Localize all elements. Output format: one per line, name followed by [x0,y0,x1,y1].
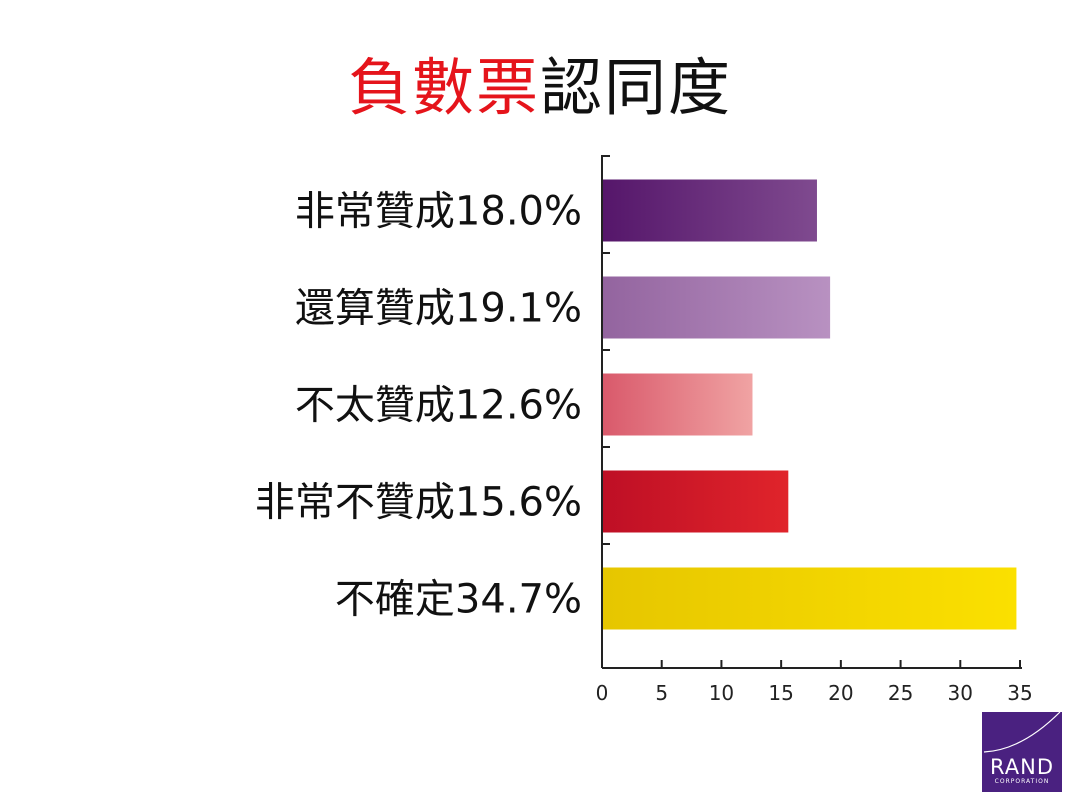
title-rest: 認同度 [540,51,733,124]
bar-1 [602,276,831,339]
bar-3 [602,470,789,533]
x-tick-label-7: 35 [1007,681,1032,705]
rand-logo-subtext: CORPORATION [994,778,1050,785]
x-tick-label-0: 0 [596,681,609,705]
title-highlight: 負數票 [347,51,540,124]
category-label-2: 不太贊成12.6% [295,383,582,429]
x-tick-label-1: 5 [655,681,668,705]
x-tick-label-2: 10 [709,681,734,705]
rand-logo-mark [982,712,1062,792]
bar-0 [602,179,817,242]
x-tick-label-5: 25 [888,681,913,705]
bar-4 [602,567,1017,630]
x-tick-label-6: 30 [948,681,973,705]
chart-title: 負數票認同度 [0,52,1080,124]
category-label-3: 非常不贊成15.6% [255,480,582,526]
category-label-4: 不確定34.7% [335,577,582,623]
rand-logo: RAND CORPORATION [982,712,1062,792]
category-label-1: 還算贊成19.1% [295,286,582,332]
bar-2 [602,373,753,436]
x-tick-label-4: 20 [828,681,853,705]
category-label-0: 非常贊成18.0% [295,189,582,235]
rand-logo-text: RAND [990,755,1054,779]
x-tick-label-3: 15 [768,681,793,705]
